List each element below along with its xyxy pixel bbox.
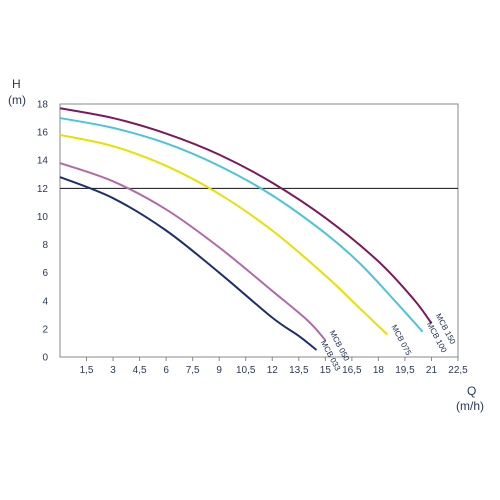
y-tick-label: 0 — [42, 353, 48, 364]
x-tick-label: 1,5 — [80, 365, 94, 376]
x-tick-label: 7,5 — [186, 365, 200, 376]
y-tick-label: 4 — [42, 296, 48, 307]
x-axis-title: Q — [467, 384, 476, 398]
x-tick-label: 13,5 — [289, 365, 309, 376]
curve-mcb-075 — [59, 133, 388, 336]
y-tick-label: 10 — [37, 212, 49, 223]
x-tick-label: 18 — [373, 365, 385, 376]
curve-mcb-050 — [59, 162, 327, 341]
plot-frame — [59, 103, 459, 358]
plot-border — [59, 103, 459, 358]
curve-label: MCB 075 — [389, 323, 413, 357]
x-tick-label: 15 — [320, 365, 332, 376]
y-tick-label: 18 — [37, 100, 49, 111]
y-tick-label: 6 — [42, 268, 48, 279]
y-tick-label: 14 — [37, 156, 49, 167]
y-tick-label: 2 — [42, 324, 48, 335]
x-tick-label: 12 — [267, 365, 279, 376]
x-tick-label: 19,5 — [395, 365, 415, 376]
curve-mcb-033 — [59, 176, 318, 351]
x-tick-label: 22,5 — [448, 365, 468, 376]
y-tick-label: 16 — [37, 128, 49, 139]
x-tick-label: 3 — [110, 365, 116, 376]
curve-mcb-100 — [59, 117, 424, 333]
y-tick-label: 8 — [42, 240, 48, 251]
curve-mcb-150 — [59, 107, 433, 324]
x-tick-label: 21 — [426, 365, 438, 376]
y-tick-label: 12 — [37, 184, 49, 195]
x-tick-label: 16,5 — [342, 365, 362, 376]
x-axis-ticks: 1,5 3 4,5 6 7,5 9 10,5 12 13,5 15 16,5 18 19,5 21 22,5 — [80, 357, 468, 376]
x-tick-label: 10,5 — [236, 365, 256, 376]
x-tick-label: 6 — [163, 365, 169, 376]
y-axis-unit: (m) — [8, 93, 26, 107]
x-tick-label: 9 — [216, 365, 222, 376]
y-axis-title: H — [12, 77, 21, 91]
x-axis-unit: (m/h) — [456, 399, 484, 413]
curves-group — [59, 107, 433, 351]
x-tick-label: 4,5 — [133, 365, 147, 376]
y-axis-ticks: 0 2 4 6 8 10 12 14 16 18 — [37, 100, 49, 364]
